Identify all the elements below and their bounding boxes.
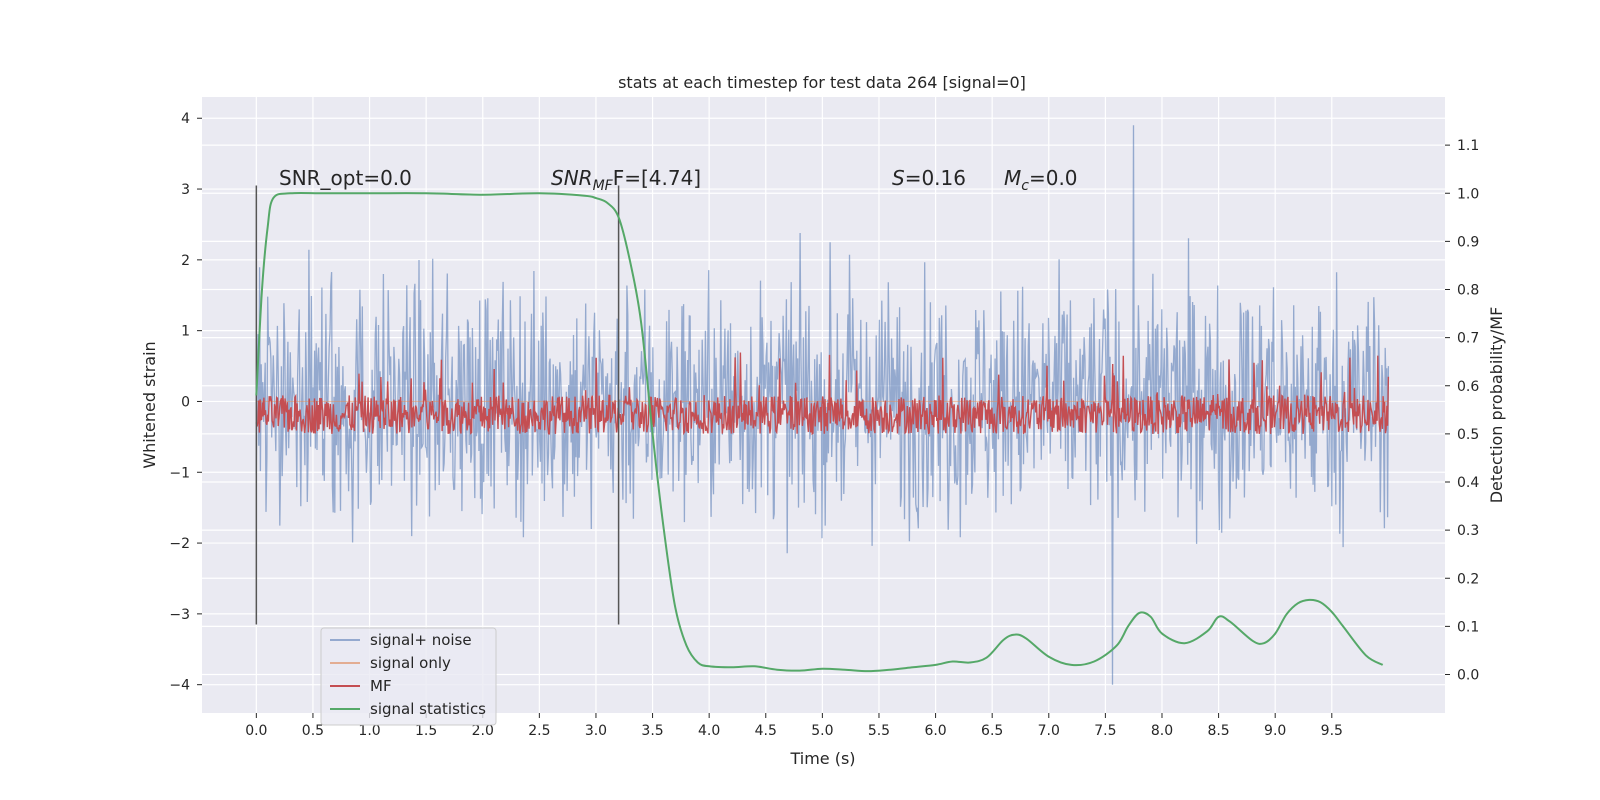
x-tick-label: 0.5	[302, 723, 324, 739]
y-left-tick-label: 4	[181, 111, 190, 127]
y-axis-left-ticks: 4 3 2 1 0 −1 −2 −3 −4	[169, 111, 202, 694]
annotation-mc: Mc=0.0	[1004, 166, 1078, 194]
legend-entry-signal-noise: signal+ noise	[330, 631, 472, 649]
y-right-tick-label: 0.2	[1457, 571, 1479, 587]
y-right-tick-label: 0.8	[1457, 283, 1479, 299]
series-signal-statistics	[255, 191, 1384, 673]
legend-entry-mf: MF	[330, 677, 392, 695]
legend-label-signal-statistics: signal statistics	[370, 700, 486, 718]
vertical-markers	[255, 185, 620, 625]
series-signal-noise	[255, 125, 1390, 685]
x-tick-label: 8.0	[1151, 723, 1173, 739]
x-tick-label: 2.0	[472, 723, 494, 739]
annotation-s-eq: =0.16	[905, 166, 966, 190]
x-axis-label: Time (s)	[789, 749, 855, 768]
y-right-tick-label: 0.3	[1457, 523, 1479, 539]
annotations: SNR_opt=0.0 SNRMFF=[4.74] S=0.16 Mc=0.0	[279, 166, 1078, 194]
annotation-snr-mf: SNRMFF=[4.74]	[551, 166, 701, 194]
annotation-mc-sub: c	[1021, 178, 1029, 194]
y-left-tick-label: −1	[169, 465, 190, 481]
legend-entry-signal-statistics: signal statistics	[330, 700, 486, 718]
plot-area	[202, 97, 1445, 713]
y-left-tick-label: 2	[181, 253, 190, 269]
y-right-tick-label: 0.1	[1457, 619, 1479, 635]
x-tick-label: 1.5	[415, 723, 437, 739]
annotation-snr-mf-main: SNR	[551, 166, 593, 190]
x-tick-label: 3.5	[641, 723, 663, 739]
y-axis-right-ticks: 1.1 1.0 0.9 0.8 0.7 0.6 0.5 0.4 0.3 0.2 0.1 0.0	[1445, 138, 1479, 684]
y-right-tick-label: 1.0	[1457, 186, 1479, 202]
x-tick-label: 6.5	[981, 723, 1003, 739]
x-tick-label: 9.0	[1264, 723, 1286, 739]
legend-label-mf: MF	[370, 677, 392, 695]
x-tick-label: 5.0	[811, 723, 833, 739]
signal-statistics-line	[255, 191, 1384, 673]
x-axis-ticks: 0.0 0.5 1.0 1.5 2.0 2.5 3.0 3.5 4.0 4.5 5.0 5.5 6.0 6…	[245, 713, 1343, 739]
y-right-tick-label: 0.9	[1457, 234, 1479, 250]
y-left-tick-label: −3	[169, 607, 190, 623]
legend-entry-signal-only: signal only	[330, 654, 451, 672]
x-tick-label: 2.5	[528, 723, 550, 739]
signal-noise-line	[255, 125, 1390, 685]
series-mf	[255, 352, 1390, 436]
y-right-tick-label: 0.6	[1457, 379, 1479, 395]
y-left-tick-label: 3	[181, 182, 190, 198]
y-right-tick-label: 0.5	[1457, 427, 1479, 443]
x-tick-label: 1.0	[358, 723, 380, 739]
x-tick-label: 8.5	[1207, 723, 1229, 739]
x-tick-label: 4.0	[698, 723, 720, 739]
legend: signal+ noise signal only MF signal stat…	[320, 627, 497, 726]
y-right-tick-label: 1.1	[1457, 138, 1479, 154]
x-tick-label: 4.5	[755, 723, 777, 739]
chart-title: stats at each timestep for test data 264…	[618, 73, 1026, 92]
annotation-mc-main: M	[1004, 166, 1021, 190]
legend-box	[320, 627, 497, 726]
y-left-tick-label: −4	[169, 678, 190, 694]
mf-line	[255, 352, 1390, 436]
y-right-tick-label: 0.0	[1457, 668, 1479, 684]
x-tick-label: 7.5	[1094, 723, 1116, 739]
annotation-snr-mf-sub: MF	[593, 178, 614, 194]
x-tick-label: 9.5	[1321, 723, 1343, 739]
y-left-tick-label: −2	[169, 536, 190, 552]
annotation-mc-eq: =0.0	[1029, 166, 1078, 190]
y-left-tick-label: 1	[181, 324, 190, 340]
annotation-snr-mf-eq: F=[4.74]	[613, 166, 701, 190]
x-tick-label: 0.0	[245, 723, 267, 739]
x-tick-label: 6.0	[924, 723, 946, 739]
legend-label-signal-noise: signal+ noise	[370, 631, 472, 649]
y-axis-right-label: Detection probability/MF	[1487, 307, 1506, 504]
y-axis-left-label: Whitened strain	[140, 341, 159, 468]
y-right-tick-label: 0.4	[1457, 475, 1479, 491]
x-tick-label: 7.0	[1038, 723, 1060, 739]
y-left-tick-label: 0	[181, 394, 190, 410]
legend-label-signal-only: signal only	[370, 654, 451, 672]
annotation-s-main: S	[892, 166, 905, 190]
annotation-s: S=0.16	[892, 166, 966, 190]
x-tick-label: 3.0	[585, 723, 607, 739]
x-tick-label: 5.5	[868, 723, 890, 739]
annotation-snr-opt: SNR_opt=0.0	[279, 166, 412, 190]
y-right-tick-label: 0.7	[1457, 331, 1479, 347]
